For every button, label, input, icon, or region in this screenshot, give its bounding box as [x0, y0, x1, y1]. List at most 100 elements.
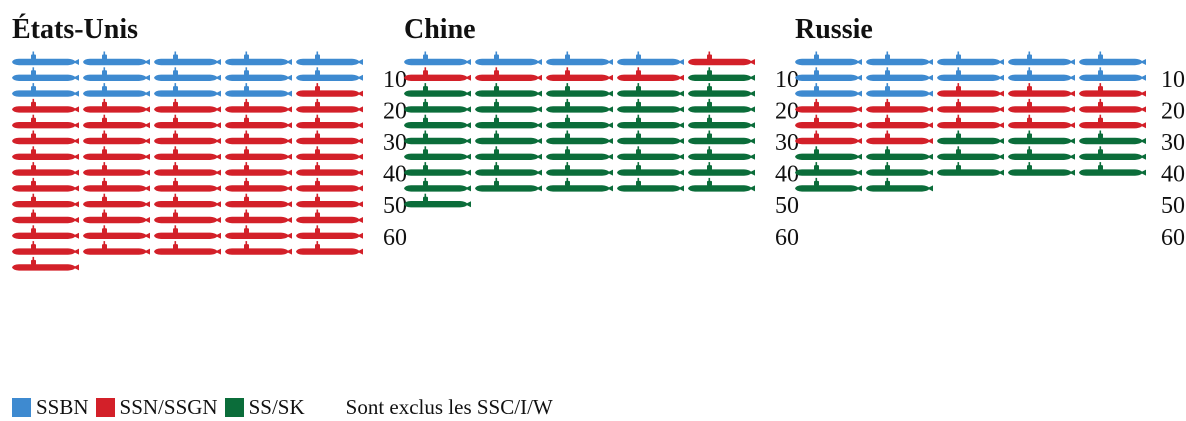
submarine-chine-ssn-ssgn-1-mast — [708, 51, 711, 55]
submarine-etats-unis-ssn-ssgn-33-mast — [103, 193, 106, 198]
submarine-chine-ss-sk-26-mast — [708, 146, 711, 150]
submarine-russie-ssn-ssgn-14-sail — [814, 133, 819, 139]
submarine-chine-ss-sk-25-hull — [617, 153, 684, 160]
submarine-russie-ssbn-6-hull — [795, 74, 862, 81]
submarine-chine-ss-sk-25 — [617, 146, 684, 160]
y-tick-label-russie-10: 10 — [1161, 67, 1185, 93]
submarine-chine-ssn-ssgn-3-hull — [475, 74, 542, 81]
submarine-etats-unis-ssn-ssgn-27-mast — [32, 177, 35, 182]
submarine-etats-unis-ssn-ssgn-21-sail — [315, 149, 320, 155]
submarine-chine-ss-sk-35-sail — [636, 180, 641, 186]
submarine-etats-unis-ssn-ssgn-43-hull — [83, 232, 150, 239]
submarine-russie-ssbn-10-hull — [1079, 74, 1146, 81]
submarine-russie-ssn-ssgn-10-mast — [886, 114, 889, 119]
submarine-russie-ss-sk-7-sail — [1027, 149, 1032, 155]
submarine-chine-ss-sk-28-mast — [495, 162, 498, 166]
y-tick-label-russie-50: 50 — [1161, 193, 1185, 219]
submarine-etats-unis-ssn-ssgn-7 — [12, 114, 79, 129]
submarine-russie-ssn-ssgn-3-sail — [1098, 86, 1103, 92]
submarine-etats-unis-ssn-ssgn-23-hull — [83, 169, 150, 176]
submarine-russie-ss-sk-15-mast — [886, 177, 889, 182]
submarine-russie-ssbn-1-hull — [795, 58, 862, 66]
submarine-etats-unis-ssn-ssgn-24 — [154, 162, 221, 176]
submarine-etats-unis-ssn-ssgn-41-sail — [315, 212, 320, 218]
submarine-russie-ssn-ssgn-11-sail — [956, 117, 961, 123]
submarine-chine-ss-sk-8-sail — [494, 101, 499, 107]
submarine-chine-ss-sk-25-mast — [637, 146, 640, 150]
submarine-etats-unis-ssn-ssgn-42-sail — [31, 228, 36, 234]
submarine-etats-unis-ssn-ssgn-11 — [296, 114, 363, 129]
submarine-russie-ss-sk-13-mast — [1099, 162, 1102, 166]
legend: SSBN SSN/SSGN SS/SK Sont exclus les SSC/… — [12, 394, 553, 420]
legend-label-ssbn: SSBN — [36, 394, 89, 419]
submarine-etats-unis-ssn-ssgn-32-mast — [32, 193, 35, 198]
submarine-etats-unis-ssn-ssgn-43 — [83, 225, 150, 239]
submarine-etats-unis-ssn-ssgn-30-mast — [245, 177, 248, 182]
legend-item-ssn-ssgn: SSN/SSGN — [95, 395, 218, 420]
submarine-russie-ssn-ssgn-10 — [866, 114, 933, 129]
submarine-etats-unis-ssn-ssgn-34 — [154, 193, 221, 208]
submarine-chine-ssbn-4-sail — [636, 54, 641, 60]
submarine-chine-ss-sk-10 — [617, 98, 684, 113]
submarine-etats-unis-ssbn-4-mast — [245, 51, 248, 55]
submarine-chine-ss-sk-5-mast — [637, 83, 640, 87]
submarine-russie-ssn-ssgn-15 — [866, 130, 933, 145]
submarine-chine-ss-sk-15-mast — [637, 114, 640, 119]
submarine-etats-unis-ssn-ssgn-26-mast — [316, 162, 319, 166]
submarine-russie-ssbn-5-mast — [1099, 51, 1102, 55]
submarine-etats-unis-ssn-ssgn-19-mast — [174, 146, 177, 150]
submarine-chine-ss-sk-23-mast — [495, 146, 498, 150]
submarine-chine-ssn-ssgn-4-mast — [566, 67, 569, 71]
submarine-russie-ss-sk-14-sail — [814, 180, 819, 186]
submarine-russie-ssn-ssgn-13-sail — [1098, 117, 1103, 123]
submarine-chine-ssbn-1 — [404, 51, 471, 66]
submarine-etats-unis-ssn-ssgn-5-hull — [225, 106, 292, 113]
submarine-russie-ssbn-1-mast — [815, 51, 818, 55]
submarine-etats-unis-ssbn-10-hull — [296, 74, 363, 81]
submarine-etats-unis-ssn-ssgn-28-hull — [83, 185, 150, 192]
submarine-chine-ss-sk-27-sail — [423, 165, 428, 171]
submarine-chine-ss-sk-37-sail — [423, 196, 428, 202]
submarine-etats-unis-ssn-ssgn-16-mast — [316, 130, 319, 134]
submarine-etats-unis-ssn-ssgn-49-hull — [154, 248, 221, 255]
submarine-chine-ss-sk-28-hull — [475, 169, 542, 176]
submarine-russie-ss-sk-2 — [1008, 130, 1075, 145]
submarine-russie-ss-sk-6-sail — [956, 149, 961, 155]
submarine-etats-unis-ssn-ssgn-12-hull — [12, 137, 79, 145]
submarine-russie-ssbn-12-hull — [866, 90, 933, 97]
submarine-etats-unis-ssn-ssgn-25-sail — [244, 165, 249, 171]
submarine-chine-ss-sk-36-hull — [688, 185, 755, 192]
submarine-etats-unis-ssn-ssgn-46-hull — [296, 232, 363, 239]
submarine-chine-ssn-ssgn-2-hull — [404, 74, 471, 81]
submarine-russie-ss-sk-1-hull — [937, 137, 1004, 145]
submarine-etats-unis-ssn-ssgn-9-sail — [173, 117, 178, 123]
submarine-russie-ssn-ssgn-6-mast — [957, 98, 960, 103]
submarine-russie-ssbn-7-hull — [866, 74, 933, 81]
submarine-chine-ss-sk-24-hull — [546, 153, 613, 160]
submarine-chine-ss-sk-2-sail — [423, 86, 428, 92]
submarine-chine-ss-sk-24-mast — [566, 146, 569, 150]
submarine-russie-ssn-ssgn-3-hull — [1079, 90, 1146, 97]
submarine-chine-ss-sk-15 — [617, 114, 684, 129]
submarine-russie-ssbn-11-hull — [795, 90, 862, 97]
submarine-chine-ss-sk-34-sail — [565, 180, 570, 186]
submarine-chine-ss-sk-19-hull — [546, 137, 613, 145]
submarine-etats-unis-ssbn-7-mast — [103, 67, 106, 71]
submarine-russie-ss-sk-7-hull — [1008, 153, 1075, 160]
submarine-russie-ss-sk-11-sail — [956, 165, 961, 171]
submarine-etats-unis-ssn-ssgn-7-mast — [32, 114, 35, 119]
submarine-russie-ssbn-4 — [1008, 51, 1075, 66]
submarine-etats-unis-ssn-ssgn-6-mast — [316, 98, 319, 103]
submarine-chine-ss-sk-2-mast — [424, 83, 427, 87]
submarine-russie-ssn-ssgn-4-hull — [795, 106, 862, 113]
submarine-etats-unis-ssn-ssgn-13 — [83, 130, 150, 145]
submarine-chine-ssbn-3-sail — [565, 54, 570, 60]
submarine-chine-ssn-ssgn-5-mast — [637, 67, 640, 71]
submarine-chine-ss-sk-14 — [546, 114, 613, 129]
submarine-chine-ss-sk-32 — [404, 177, 471, 192]
submarine-chine-ss-sk-21 — [688, 130, 755, 145]
submarine-etats-unis-ssn-ssgn-21-hull — [296, 153, 363, 160]
submarine-etats-unis-ssn-ssgn-35 — [225, 193, 292, 208]
submarine-russie-ssbn-2-hull — [866, 58, 933, 66]
submarine-russie-ssn-ssgn-15-hull — [866, 137, 933, 145]
